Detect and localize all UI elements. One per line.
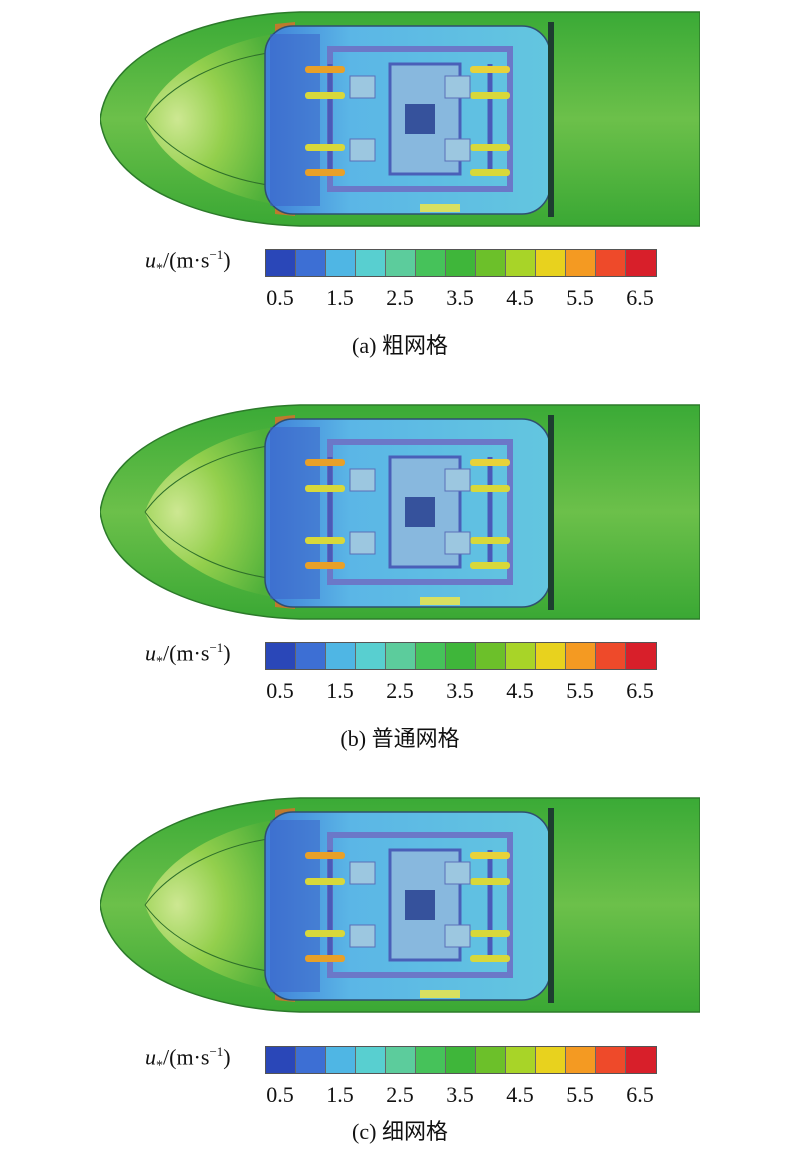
colorbar-swatch: [266, 643, 296, 669]
colorbar-swatch: [506, 250, 536, 276]
colorbar-swatch: [566, 643, 596, 669]
colorbar-label: u*/(m·s−1): [145, 640, 231, 670]
colorbar-tick-label: 1.5: [326, 678, 354, 703]
colorbar-tick-label: 3.5: [446, 678, 474, 703]
colorbar-tick-label: 2.5: [386, 678, 414, 703]
caption-b: (b) 普通网格: [340, 726, 460, 751]
colorbar-tick-label: 0.5: [266, 285, 294, 310]
colorbar-swatch: [446, 1047, 476, 1073]
colorbar-swatch: [416, 250, 446, 276]
colorbar: [265, 642, 657, 670]
colorbar: [265, 249, 657, 277]
colorbar-swatch: [536, 1047, 566, 1073]
colorbar-swatch: [506, 1047, 536, 1073]
colorbar: [265, 1046, 657, 1074]
colorbar-swatch: [476, 1047, 506, 1073]
colorbar-swatch: [296, 1047, 326, 1073]
colorbar-swatch: [596, 1047, 626, 1073]
colorbar-label: u*/(m·s−1): [145, 1044, 231, 1074]
train-wall-shear-contour: [100, 4, 700, 236]
colorbar-swatch: [446, 643, 476, 669]
colorbar-swatch: [266, 250, 296, 276]
colorbar-swatch: [266, 1047, 296, 1073]
colorbar-swatch: [386, 1047, 416, 1073]
colorbar-ticks: 0.5 1.5 2.5 3.5 4.5 5.5 6.5: [0, 1082, 800, 1107]
colorbar-swatch: [326, 643, 356, 669]
colorbar-tick-label: 6.5: [626, 285, 654, 310]
colorbar-swatch: [386, 643, 416, 669]
colorbar-tick-label: 6.5: [626, 678, 654, 703]
colorbar-swatch: [626, 1047, 656, 1073]
colorbar-swatch: [566, 1047, 596, 1073]
colorbar-label: u*/(m·s−1): [145, 247, 231, 277]
colorbar-swatch: [356, 643, 386, 669]
colorbar-swatch: [596, 250, 626, 276]
colorbar-swatch: [536, 643, 566, 669]
colorbar-tick-label: 5.5: [566, 285, 594, 310]
colorbar-tick-label: 1.5: [326, 1082, 354, 1107]
colorbar-swatch: [296, 250, 326, 276]
colorbar-swatch: [446, 250, 476, 276]
colorbar-swatch: [596, 643, 626, 669]
colorbar-swatch: [326, 1047, 356, 1073]
colorbar-swatch: [536, 250, 566, 276]
colorbar-tick-label: 3.5: [446, 1082, 474, 1107]
colorbar-tick-label: 0.5: [266, 678, 294, 703]
colorbar-tick-label: 0.5: [266, 1082, 294, 1107]
colorbar-tick-label: 3.5: [446, 285, 474, 310]
colorbar-tick-label: 6.5: [626, 1082, 654, 1107]
train-wall-shear-contour: [100, 397, 700, 629]
panel-c: u*/(m·s−1) 0.5 1.5 2.5 3.5 4.5 5.5 6.5 (c) 细网格: [0, 786, 800, 1169]
colorbar-swatch: [566, 250, 596, 276]
colorbar-swatch: [506, 643, 536, 669]
colorbar-swatch: [476, 643, 506, 669]
train-wall-shear-contour: [100, 790, 700, 1022]
colorbar-swatch: [386, 250, 416, 276]
colorbar-tick-label: 2.5: [386, 285, 414, 310]
colorbar-ticks: 0.5 1.5 2.5 3.5 4.5 5.5 6.5: [0, 678, 800, 703]
panel-b: u*/(m·s−1) 0.5 1.5 2.5 3.5 4.5 5.5 6.5 (b) 普通网…: [0, 393, 800, 776]
colorbar-swatch: [296, 643, 326, 669]
colorbar-swatch: [356, 1047, 386, 1073]
colorbar-swatch: [326, 250, 356, 276]
colorbar-swatch: [626, 643, 656, 669]
colorbar-tick-label: 4.5: [506, 678, 534, 703]
colorbar-swatch: [416, 1047, 446, 1073]
panel-a: u*/(m·s−1) 0.5 1.5 2.5 3.5 4.5 5.5 6.5 (a) 粗网格: [0, 0, 800, 383]
colorbar-swatch: [626, 250, 656, 276]
caption-c: (c) 细网格: [352, 1119, 448, 1144]
caption-a: (a) 粗网格: [352, 333, 448, 358]
colorbar-swatch: [476, 250, 506, 276]
colorbar-tick-label: 5.5: [566, 678, 594, 703]
colorbar-tick-label: 4.5: [506, 285, 534, 310]
colorbar-tick-label: 5.5: [566, 1082, 594, 1107]
colorbar-tick-label: 2.5: [386, 1082, 414, 1107]
colorbar-tick-label: 4.5: [506, 1082, 534, 1107]
colorbar-ticks: 0.5 1.5 2.5 3.5 4.5 5.5 6.5: [0, 285, 800, 310]
colorbar-swatch: [416, 643, 446, 669]
colorbar-tick-label: 1.5: [326, 285, 354, 310]
colorbar-swatch: [356, 250, 386, 276]
